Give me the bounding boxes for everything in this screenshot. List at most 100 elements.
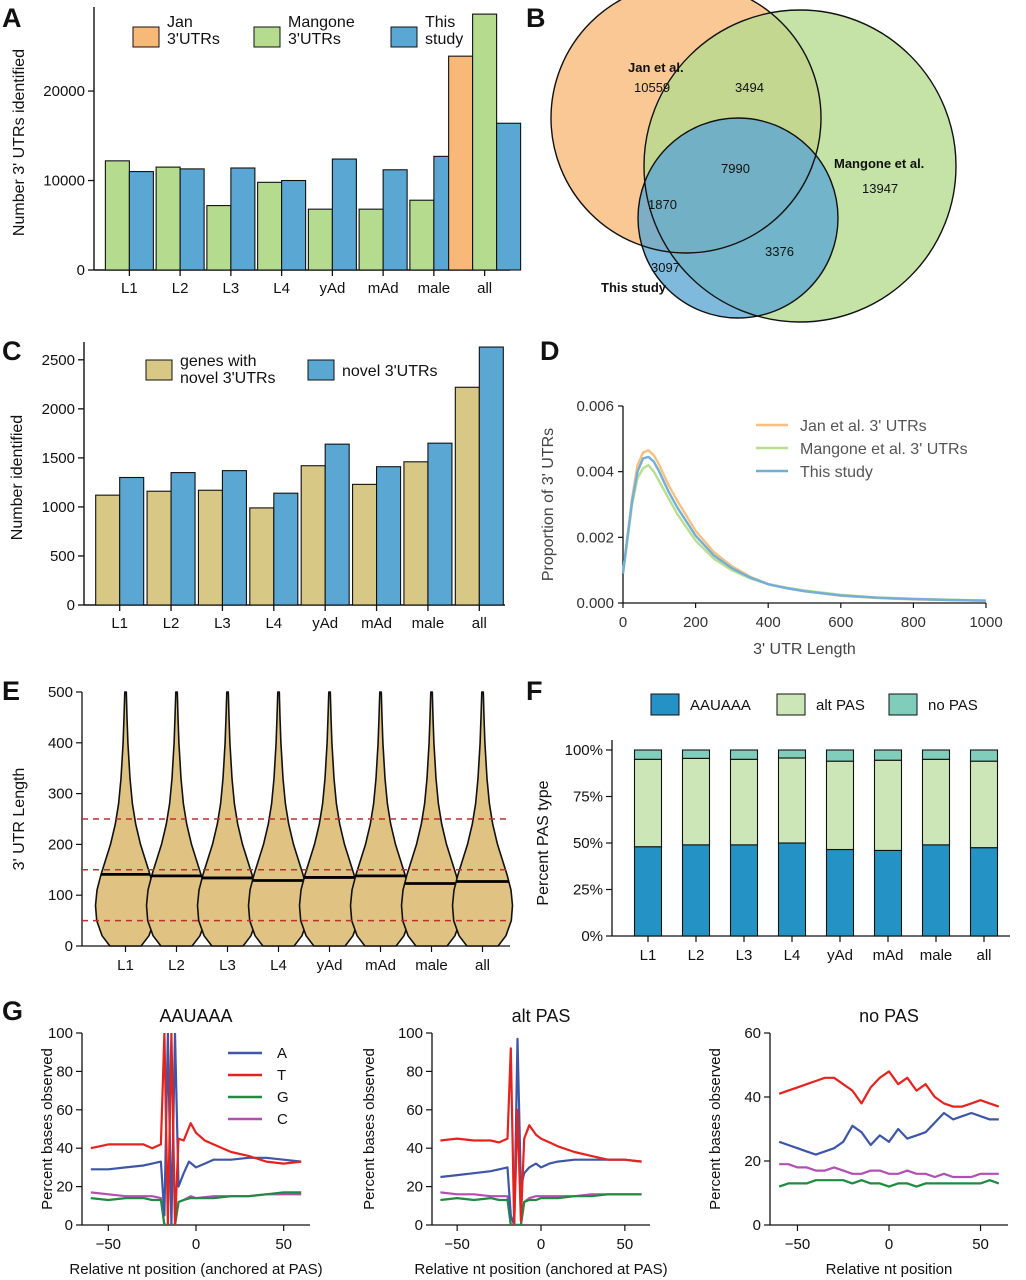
- legend-label-d_mangone: Mangone et al. 3' UTRs: [800, 441, 968, 458]
- venn-set-label-study: This study: [601, 280, 667, 295]
- bar-study-L2: [170, 472, 196, 606]
- legend-label-nopas: no PAS: [928, 697, 978, 714]
- y-tick-label: 20000: [43, 83, 85, 100]
- x-tick-label: male: [415, 957, 448, 974]
- series-line-G: [778, 1179, 1000, 1188]
- y-tick-label: 0: [67, 597, 75, 614]
- bar-aauaaa-male: [921, 844, 951, 937]
- y-tick-label: 40: [406, 1140, 423, 1157]
- bar-nopas-mAd: [873, 749, 903, 761]
- panel-f: 0% 25% 50% 75% 100% Percent PAS type L1 L2 L3 L4 y…: [535, 693, 1010, 964]
- bar-altpas-L3: [729, 758, 759, 846]
- bar-aauaaa-L1: [633, 846, 663, 937]
- bar-genes-male: [403, 461, 429, 606]
- x-tick-label: male: [412, 615, 445, 632]
- x-tick-label: 0: [192, 1236, 200, 1253]
- legend-label-altpas: alt PAS: [816, 697, 865, 714]
- bar-aauaaa-yAd: [825, 848, 855, 937]
- panel-a: 0 10000 20000 L1 L2 L3 L4 yAd mAd male all Number 3…: [11, 7, 522, 297]
- series-group: [778, 1070, 1000, 1188]
- y-axis-title: Percent bases observed: [39, 1048, 56, 1210]
- venn-outline-mangone: [643, 9, 957, 323]
- y-tick-label: 100: [398, 1025, 423, 1042]
- venn-count-jan-study: 1870: [648, 197, 677, 212]
- legend-label-aauaaa: AAUAAA: [690, 697, 751, 714]
- plot-title: no PAS: [859, 1006, 919, 1026]
- x-tick-label: L4: [784, 947, 801, 964]
- legend-swatch-jan: [132, 26, 160, 48]
- bar-study-mAd: [376, 466, 402, 606]
- x-axis-title: Relative nt position: [826, 1261, 953, 1278]
- legend-swatch-nopas: [888, 693, 918, 716]
- y-tick-label: 500: [50, 548, 75, 565]
- bar-nopas-L2: [681, 749, 711, 759]
- x-tick-label: 50: [275, 1236, 292, 1253]
- legend-swatch-study: [390, 26, 418, 48]
- y-tick-label: 0: [65, 1217, 73, 1234]
- y-tick-label: 20: [56, 1179, 73, 1196]
- x-tick-label: 200: [683, 614, 708, 631]
- x-tick-label: L3: [736, 947, 753, 964]
- y-tick-label: 100: [48, 887, 73, 904]
- bar-altpas-male: [921, 758, 951, 846]
- y-tick-label: 200: [48, 836, 73, 853]
- bar-mangone-mAd: [358, 208, 384, 271]
- bar-genes-L3: [197, 489, 223, 606]
- series-line-d_mangone: [621, 463, 987, 602]
- venn-outline-study: [637, 117, 839, 319]
- y-axis-title: Percent bases observed: [361, 1048, 378, 1210]
- x-tick-label: 50: [972, 1236, 989, 1253]
- bar-mangone-L2: [155, 166, 181, 271]
- x-tick-label: L4: [265, 615, 282, 632]
- bar-study-L4: [273, 492, 299, 606]
- legend-label-G: G: [277, 1089, 289, 1106]
- plot-title: alt PAS: [512, 1006, 571, 1026]
- bar-study-mAd: [382, 169, 408, 271]
- venn-count-study: 3097: [651, 260, 680, 275]
- bar-study-L1: [119, 476, 145, 606]
- venn-count-jan: 10559: [634, 80, 670, 95]
- bar-genes-L4: [249, 507, 275, 606]
- bar-nopas-male: [921, 749, 951, 760]
- x-tick-label: L3: [219, 957, 236, 974]
- y-axis-title: Percent bases observed: [707, 1048, 724, 1210]
- bar-aauaaa-L4: [777, 842, 807, 937]
- bar-altpas-L4: [777, 757, 807, 844]
- legend-label-d_jan: Jan et al. 3' UTRs: [800, 418, 927, 435]
- y-tick-label: 20: [744, 1153, 761, 1170]
- y-tick-label: 1500: [42, 450, 75, 467]
- series-line-A: [440, 1037, 642, 1225]
- x-tick-label: yAd: [319, 280, 345, 297]
- panel-letter-a: A: [2, 3, 22, 33]
- x-tick-label: −50: [444, 1236, 469, 1253]
- bar-study-all: [478, 346, 504, 606]
- bar-nopas-L4: [777, 749, 807, 759]
- x-tick-label: −50: [96, 1236, 121, 1253]
- legend-swatch-study: [307, 359, 335, 381]
- y-tick-label: 0.000: [576, 595, 614, 612]
- bar-study-L2: [179, 168, 205, 271]
- series-line-A: [90, 1033, 302, 1225]
- x-tick-label: 0: [885, 1236, 893, 1253]
- x-tick-label: 600: [828, 614, 853, 631]
- x-tick-label: 0: [619, 614, 627, 631]
- x-tick-label: all: [472, 615, 487, 632]
- venn-set-label-jan: Jan et al.: [628, 60, 684, 75]
- x-tick-label: L4: [273, 280, 290, 297]
- x-tick-label: mAd: [873, 947, 904, 964]
- bar-altpas-L2: [681, 757, 711, 846]
- venn-circle-study: [638, 118, 838, 318]
- bar-altpas-mAd: [873, 759, 903, 851]
- legend-label-T: T: [277, 1067, 286, 1084]
- y-tick-label: 100: [48, 1025, 73, 1042]
- series-group: [90, 1033, 302, 1225]
- bar-mangone-L4: [257, 181, 283, 271]
- series-line-T: [90, 1033, 302, 1225]
- venn-count-mangone-study: 3376: [765, 244, 794, 259]
- x-tick-label: 0: [537, 1236, 545, 1253]
- y-tick-label: 1000: [42, 499, 75, 516]
- bar-study-L3: [221, 470, 247, 606]
- x-tick-label: mAd: [361, 615, 392, 632]
- y-tick-label: 25%: [573, 882, 603, 899]
- panel-g2: 0 20 40 60 80 100 −50 0 50 alt PAS Relative nt pos…: [361, 1006, 668, 1278]
